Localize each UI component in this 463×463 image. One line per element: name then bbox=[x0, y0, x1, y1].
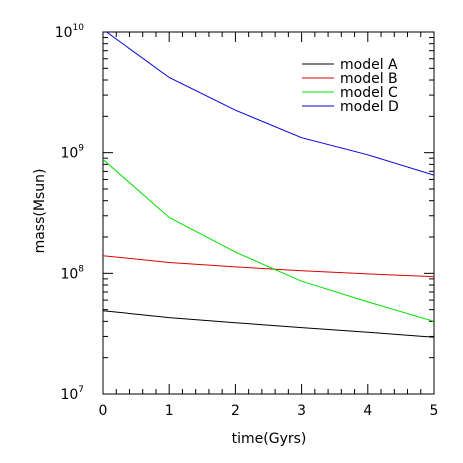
series-line-model-d bbox=[105, 32, 434, 176]
plot-border bbox=[102, 31, 435, 395]
series-line-model-c bbox=[103, 159, 434, 322]
y-tick-base: 10 bbox=[60, 146, 78, 162]
x-tick-label: 5 bbox=[430, 403, 439, 419]
y-axis-label: mass(Msun) bbox=[32, 169, 48, 254]
series-line-model-b bbox=[103, 255, 434, 278]
x-tick-label: 4 bbox=[363, 403, 372, 419]
x-axis-label: time(Gyrs) bbox=[232, 431, 307, 447]
y-tick-label: 107 bbox=[60, 385, 84, 403]
y-tick-exponent: 9 bbox=[78, 144, 84, 154]
x-tick-label: 2 bbox=[231, 403, 240, 419]
y-tick-label: 108 bbox=[60, 264, 84, 282]
legend-label: model A bbox=[340, 57, 398, 73]
y-tick-label: 1010 bbox=[55, 23, 85, 41]
y-tick-base: 10 bbox=[60, 266, 78, 282]
y-tick-exponent: 7 bbox=[78, 385, 84, 395]
y-tick-exponent: 10 bbox=[73, 23, 85, 33]
x-tick-label: 1 bbox=[165, 403, 174, 419]
legend-label: model D bbox=[340, 99, 399, 115]
x-tick-label: 0 bbox=[99, 403, 108, 419]
series-line-model-a bbox=[103, 310, 434, 338]
y-tick-base: 10 bbox=[55, 25, 73, 41]
y-tick-exponent: 8 bbox=[78, 264, 84, 274]
y-tick-base: 10 bbox=[60, 387, 78, 403]
x-tick-label: 3 bbox=[297, 403, 306, 419]
legend-label: model C bbox=[340, 85, 398, 101]
y-tick-label: 109 bbox=[60, 144, 84, 162]
plot-frame bbox=[102, 31, 435, 395]
series-lines bbox=[103, 32, 434, 338]
legend-label: model B bbox=[340, 71, 398, 87]
